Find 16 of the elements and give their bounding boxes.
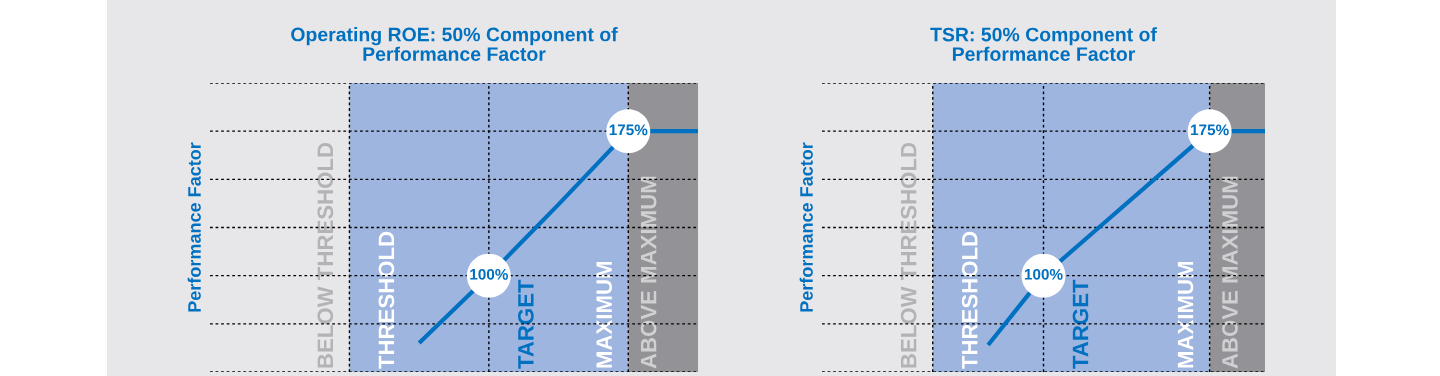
annotation: TARGET — [517, 279, 534, 369]
data-label: 175% — [1191, 124, 1229, 136]
data-label: 175% — [609, 124, 648, 136]
data-label: 100% — [470, 268, 508, 280]
y-axis-title: Performance Factor — [799, 142, 813, 312]
annotation: MAXIMUM — [596, 261, 613, 368]
annotation: THRESHOLD — [378, 231, 395, 369]
annotation: ABOVE MAXIMUM — [640, 176, 657, 369]
data-label: 100% — [1024, 268, 1063, 280]
annotation: TARGET — [1072, 279, 1089, 369]
chart-title: Operating ROE: 50% Component of Performance Factor — [291, 27, 618, 61]
y-axis-title: Performance Factor — [187, 142, 201, 312]
annotation: ABOVE MAXIMUM — [1222, 176, 1238, 369]
annotation: MAXIMUM — [1177, 261, 1194, 368]
chart-title: TSR: 50% Component of Performance Factor — [930, 27, 1157, 61]
annotation: THRESHOLD — [961, 231, 978, 369]
